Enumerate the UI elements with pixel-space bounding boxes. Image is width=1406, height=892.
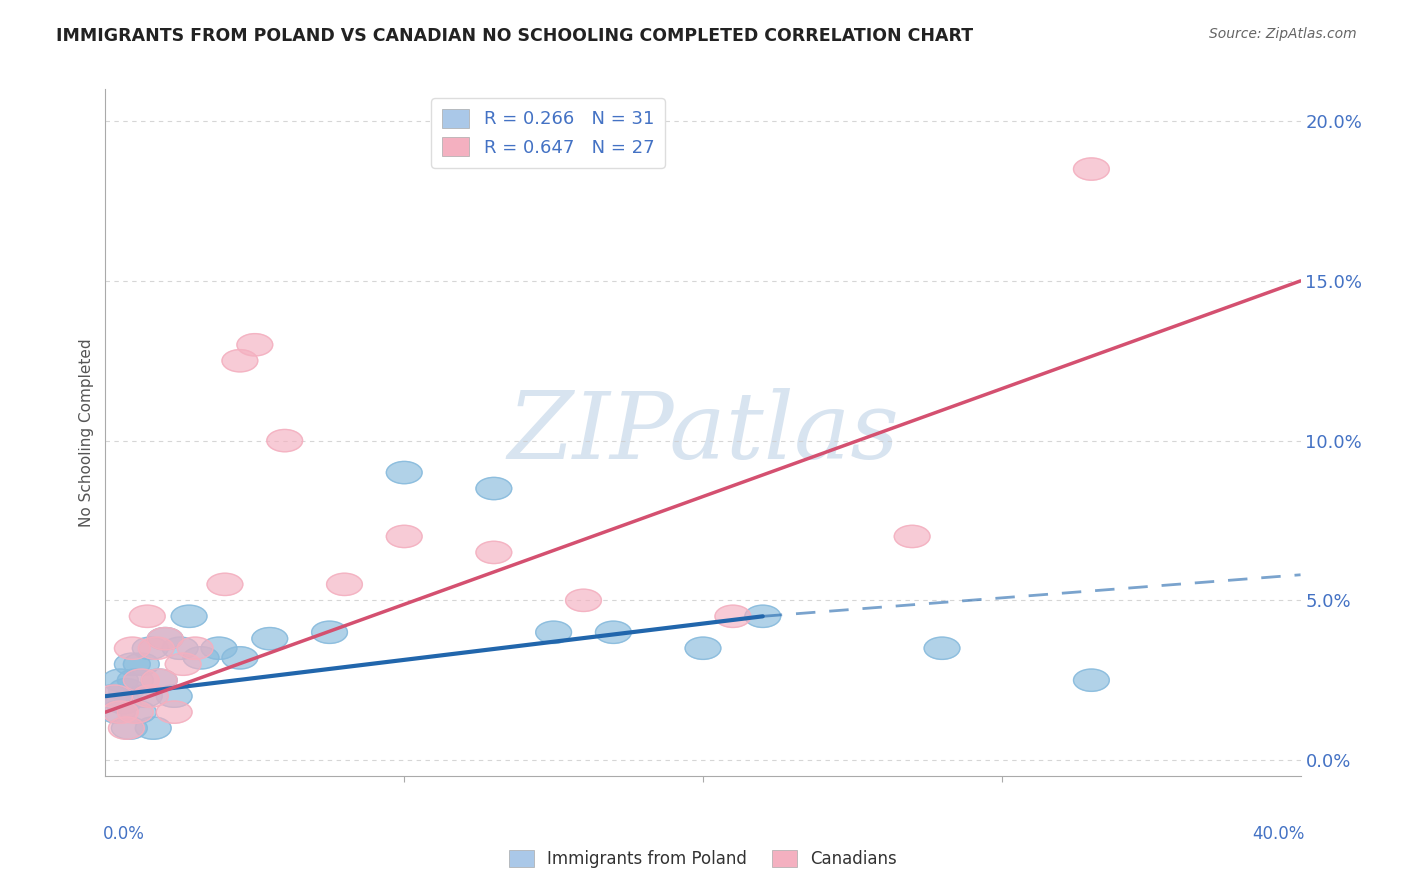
Ellipse shape (114, 653, 150, 675)
Ellipse shape (236, 334, 273, 356)
Ellipse shape (148, 627, 183, 650)
Ellipse shape (117, 701, 153, 723)
Ellipse shape (183, 647, 219, 669)
Ellipse shape (100, 701, 135, 723)
Ellipse shape (105, 691, 141, 714)
Ellipse shape (108, 717, 145, 739)
Text: IMMIGRANTS FROM POLAND VS CANADIAN NO SCHOOLING COMPLETED CORRELATION CHART: IMMIGRANTS FROM POLAND VS CANADIAN NO SC… (56, 27, 973, 45)
Ellipse shape (156, 701, 193, 723)
Ellipse shape (252, 627, 288, 650)
Ellipse shape (596, 621, 631, 643)
Ellipse shape (536, 621, 571, 643)
Y-axis label: No Schooling Completed: No Schooling Completed (79, 338, 94, 527)
Ellipse shape (894, 525, 931, 548)
Text: ZIPatlas: ZIPatlas (508, 388, 898, 477)
Ellipse shape (222, 647, 257, 669)
Text: 40.0%: 40.0% (1253, 825, 1305, 843)
Legend: Immigrants from Poland, Canadians: Immigrants from Poland, Canadians (502, 843, 904, 875)
Ellipse shape (326, 574, 363, 596)
Ellipse shape (141, 669, 177, 691)
Ellipse shape (138, 637, 174, 659)
Ellipse shape (108, 679, 145, 701)
Text: Source: ZipAtlas.com: Source: ZipAtlas.com (1209, 27, 1357, 41)
Ellipse shape (222, 350, 257, 372)
Text: 0.0%: 0.0% (103, 825, 145, 843)
Ellipse shape (135, 717, 172, 739)
Ellipse shape (172, 605, 207, 627)
Ellipse shape (924, 637, 960, 659)
Ellipse shape (1073, 669, 1109, 691)
Ellipse shape (387, 525, 422, 548)
Ellipse shape (117, 669, 153, 691)
Ellipse shape (114, 637, 150, 659)
Legend: R = 0.266   N = 31, R = 0.647   N = 27: R = 0.266 N = 31, R = 0.647 N = 27 (432, 98, 665, 168)
Ellipse shape (156, 685, 193, 707)
Ellipse shape (312, 621, 347, 643)
Ellipse shape (127, 685, 162, 707)
Ellipse shape (475, 477, 512, 500)
Ellipse shape (745, 605, 780, 627)
Ellipse shape (166, 653, 201, 675)
Ellipse shape (177, 637, 214, 659)
Ellipse shape (93, 685, 129, 707)
Ellipse shape (124, 669, 159, 691)
Ellipse shape (103, 669, 138, 691)
Ellipse shape (267, 429, 302, 451)
Ellipse shape (716, 605, 751, 627)
Ellipse shape (565, 589, 602, 612)
Ellipse shape (97, 685, 132, 707)
Ellipse shape (141, 669, 177, 691)
Ellipse shape (124, 653, 159, 675)
Ellipse shape (207, 574, 243, 596)
Ellipse shape (162, 637, 198, 659)
Ellipse shape (121, 701, 156, 723)
Ellipse shape (132, 685, 169, 707)
Ellipse shape (475, 541, 512, 564)
Ellipse shape (1073, 158, 1109, 180)
Ellipse shape (387, 461, 422, 483)
Ellipse shape (201, 637, 236, 659)
Ellipse shape (129, 605, 166, 627)
Ellipse shape (103, 701, 138, 723)
Ellipse shape (132, 637, 169, 659)
Ellipse shape (111, 717, 148, 739)
Ellipse shape (148, 627, 183, 650)
Ellipse shape (685, 637, 721, 659)
